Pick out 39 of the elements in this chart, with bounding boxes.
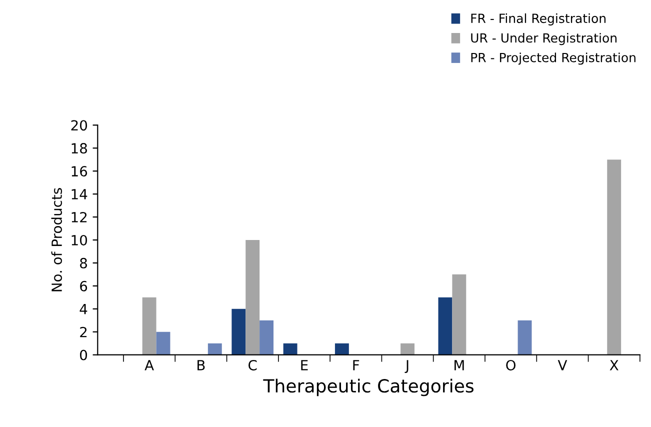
x-tick-label: X bbox=[610, 360, 618, 370]
y-tick-label: 14 bbox=[72, 189, 88, 200]
x-axis-title: Therapeutic Categories bbox=[263, 378, 474, 396]
y-tick-label: 18 bbox=[72, 143, 87, 154]
bar bbox=[208, 343, 222, 355]
x-tick-label: F bbox=[353, 360, 360, 370]
x-tick-label: O bbox=[506, 360, 516, 370]
y-tick-label: 16 bbox=[72, 166, 88, 177]
bar bbox=[607, 160, 622, 355]
y-tick-label: 6 bbox=[80, 280, 88, 292]
y-tick-label: 10 bbox=[72, 234, 88, 246]
x-tick-label: V bbox=[558, 360, 568, 370]
y-tick-label: 2 bbox=[80, 326, 87, 338]
legend-label: FR - Final Registration bbox=[471, 13, 606, 26]
y-tick-label: 20 bbox=[71, 120, 88, 131]
bar bbox=[156, 332, 170, 355]
bar bbox=[400, 343, 414, 355]
legend-label: UR - Under Registration bbox=[471, 32, 616, 46]
legend-label: PR - Projected Registration bbox=[471, 52, 636, 65]
bar bbox=[452, 274, 466, 355]
x-tick-label: E bbox=[301, 360, 308, 370]
y-tick-label: 4 bbox=[80, 304, 88, 314]
bar bbox=[518, 320, 532, 355]
bar bbox=[142, 297, 156, 355]
y-axis-title: No. of Products bbox=[51, 188, 62, 292]
bar bbox=[260, 320, 274, 355]
bar bbox=[438, 297, 452, 355]
bar bbox=[283, 343, 298, 355]
x-tick-label: M bbox=[454, 360, 464, 370]
x-tick-label: C bbox=[248, 360, 257, 370]
y-tick-label: 0 bbox=[80, 350, 88, 360]
bar bbox=[246, 240, 260, 355]
y-tick-label: 12 bbox=[72, 212, 87, 222]
bar bbox=[232, 308, 246, 355]
x-tick-label: B bbox=[198, 360, 205, 370]
bar bbox=[334, 343, 349, 355]
x-tick-label: J bbox=[404, 360, 408, 374]
y-tick-label: 8 bbox=[80, 258, 87, 268]
x-tick-label: A bbox=[144, 360, 154, 370]
